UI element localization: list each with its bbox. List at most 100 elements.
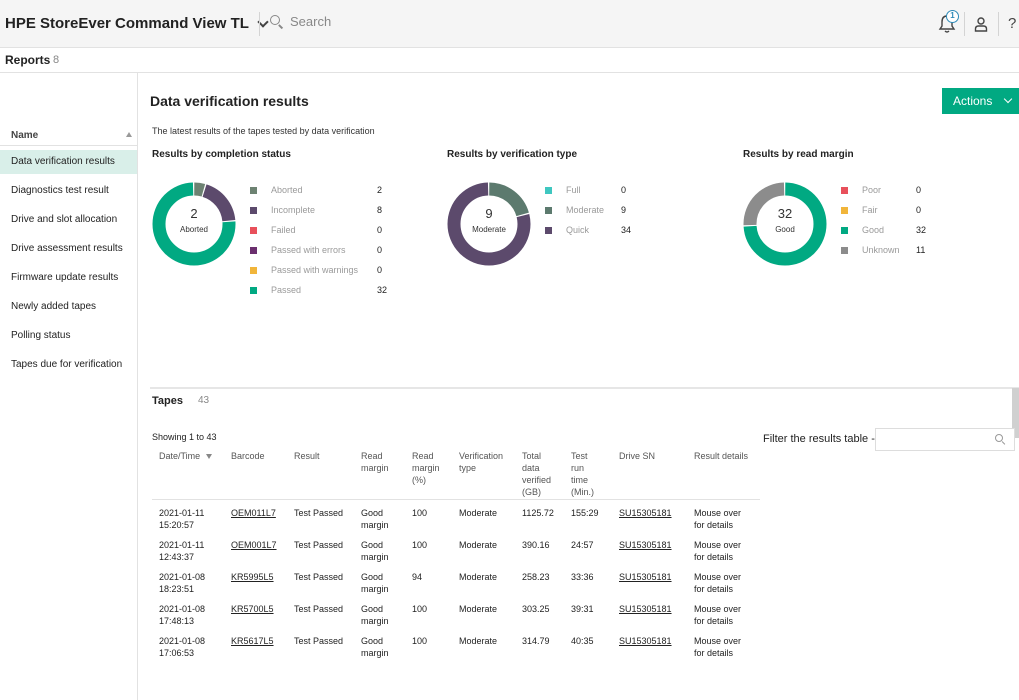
search-placeholder: Search bbox=[290, 14, 332, 29]
table-cell: Test Passed bbox=[294, 604, 344, 614]
table-cell[interactable]: Mouse over for details bbox=[694, 636, 742, 658]
drive-sn-link[interactable]: SU15305181 bbox=[619, 604, 672, 614]
showing-count: Showing 1 to 43 bbox=[152, 432, 217, 442]
table-cell[interactable]: Mouse over for details bbox=[694, 604, 742, 626]
legend-label: Aborted bbox=[271, 185, 303, 195]
table-column-header[interactable]: Result details bbox=[694, 451, 749, 461]
legend-label: Passed bbox=[271, 285, 302, 295]
legend-value: 0 bbox=[916, 185, 922, 195]
donut-slice[interactable] bbox=[743, 182, 827, 266]
table-cell: 40:35 bbox=[571, 636, 594, 646]
barcode-link[interactable]: OEM011L7 bbox=[231, 508, 276, 518]
table-cell: 39:31 bbox=[571, 604, 594, 614]
donut-slice[interactable] bbox=[743, 182, 827, 266]
notification-badge: 1 bbox=[946, 10, 959, 23]
legend-item: Passed 32 bbox=[250, 284, 397, 298]
donut-slice[interactable] bbox=[152, 182, 236, 266]
legend-swatch bbox=[841, 247, 848, 254]
barcode-link[interactable]: KR5617L5 bbox=[231, 636, 274, 646]
sidebar-item[interactable]: Firmware update results bbox=[11, 272, 119, 283]
filter-label: Filter the results table - bbox=[763, 433, 875, 445]
sort-ascending-icon[interactable] bbox=[126, 132, 132, 137]
table-column-header[interactable]: Date/Time bbox=[159, 450, 213, 462]
table-column-header[interactable]: Read margin (%) bbox=[412, 451, 440, 485]
table-cell[interactable]: Mouse over for details bbox=[694, 572, 742, 594]
table-cell: Test Passed bbox=[294, 540, 344, 550]
table-cell[interactable]: Mouse over for details bbox=[694, 540, 742, 562]
table-column-header[interactable]: Barcode bbox=[231, 451, 265, 461]
reports-count: 8 bbox=[53, 54, 60, 66]
legend-label: Incomplete bbox=[271, 205, 316, 215]
sidebar-item[interactable]: Polling status bbox=[11, 330, 71, 341]
legend-value: 8 bbox=[377, 205, 383, 215]
table-column-header[interactable]: Test run time (Min.) bbox=[571, 451, 594, 497]
sidebar-item[interactable]: Data verification results bbox=[0, 150, 137, 174]
drive-sn-link[interactable]: SU15305181 bbox=[619, 540, 672, 550]
table-cell: 2021-01-08 18:23:51 bbox=[159, 572, 206, 594]
legend-item: Aborted 2 bbox=[250, 184, 397, 198]
sidebar-item[interactable]: Diagnostics test result bbox=[11, 185, 109, 196]
table-column-header[interactable]: Verification type bbox=[459, 451, 504, 473]
table-column-header[interactable]: Result bbox=[294, 451, 320, 461]
legend-swatch bbox=[250, 207, 257, 214]
sort-descending-icon[interactable] bbox=[206, 454, 213, 460]
actions-button[interactable]: Actions bbox=[942, 88, 1019, 114]
barcode-link[interactable]: KR5995L5 bbox=[231, 572, 274, 582]
barcode-link[interactable]: OEM001L7 bbox=[231, 540, 277, 550]
table-cell: Moderate bbox=[459, 508, 498, 518]
legend-value: 34 bbox=[621, 225, 632, 235]
drive-sn-link[interactable]: SU15305181 bbox=[619, 636, 672, 646]
legend-value: 0 bbox=[377, 265, 383, 275]
legend-item: Unknown 11 bbox=[841, 244, 936, 258]
filter-input[interactable] bbox=[875, 428, 1015, 451]
legend-swatch bbox=[545, 187, 552, 194]
legend-swatch bbox=[250, 227, 257, 234]
search-box[interactable]: Search bbox=[270, 14, 331, 29]
legend-value: 32 bbox=[916, 225, 927, 235]
divider bbox=[150, 387, 1019, 389]
table-cell: 33:36 bbox=[571, 572, 594, 582]
table-cell: 94 bbox=[412, 572, 423, 582]
legend-item: Passed with errors 0 bbox=[250, 244, 397, 258]
donut-center-label: Moderate bbox=[472, 225, 506, 234]
table-cell: Good margin bbox=[361, 636, 389, 658]
table-cell: Good margin bbox=[361, 540, 389, 562]
legend-item: Passed with warnings 0 bbox=[250, 264, 397, 278]
user-icon[interactable] bbox=[974, 16, 988, 32]
drive-sn-link[interactable]: SU15305181 bbox=[619, 572, 672, 582]
legend-swatch bbox=[841, 207, 848, 214]
barcode-link[interactable]: KR5700L5 bbox=[231, 604, 274, 614]
table-cell: Test Passed bbox=[294, 636, 344, 646]
legend-swatch bbox=[841, 227, 848, 234]
sidebar-item[interactable]: Drive assessment results bbox=[11, 243, 123, 254]
legend-value: 0 bbox=[621, 185, 627, 195]
table-column-header[interactable]: Drive SN bbox=[619, 451, 656, 461]
table-column-header[interactable]: Total data verified (GB) bbox=[522, 451, 552, 497]
legend-item: Poor 0 bbox=[841, 184, 936, 198]
sidebar-item[interactable]: Tapes due for verification bbox=[11, 359, 123, 370]
table-cell: 2021-01-11 12:43:37 bbox=[159, 540, 205, 562]
legend-value: 11 bbox=[916, 245, 926, 255]
legend-swatch bbox=[250, 267, 257, 274]
legend-label: Good bbox=[862, 225, 885, 235]
legend-value: 9 bbox=[621, 205, 627, 215]
donut-chart bbox=[447, 182, 531, 266]
sidebar-column-header[interactable]: Name bbox=[11, 130, 39, 141]
table-cell: 155:29 bbox=[571, 508, 599, 518]
legend-item: Quick 34 bbox=[545, 224, 641, 238]
table-cell[interactable]: Mouse over for details bbox=[694, 508, 742, 530]
scrollbar-thumb[interactable] bbox=[1012, 388, 1019, 438]
drive-sn-link[interactable]: SU15305181 bbox=[619, 508, 672, 518]
donut-slice[interactable] bbox=[447, 182, 531, 266]
legend-value: 32 bbox=[377, 285, 388, 295]
table-cell: 100 bbox=[412, 636, 428, 646]
app-switcher[interactable]: HPE StoreEver Command View TL bbox=[5, 15, 269, 32]
table-cell: 24:57 bbox=[571, 540, 594, 550]
sidebar-item[interactable]: Newly added tapes bbox=[11, 301, 97, 312]
legend-value: 0 bbox=[377, 225, 383, 235]
sidebar-item[interactable]: Drive and slot allocation bbox=[11, 214, 118, 225]
legend-swatch bbox=[250, 287, 257, 294]
table-cell: 2021-01-08 17:48:13 bbox=[159, 604, 206, 626]
help-icon[interactable]: ? bbox=[1008, 15, 1017, 32]
table-column-header[interactable]: Read margin bbox=[361, 451, 389, 473]
